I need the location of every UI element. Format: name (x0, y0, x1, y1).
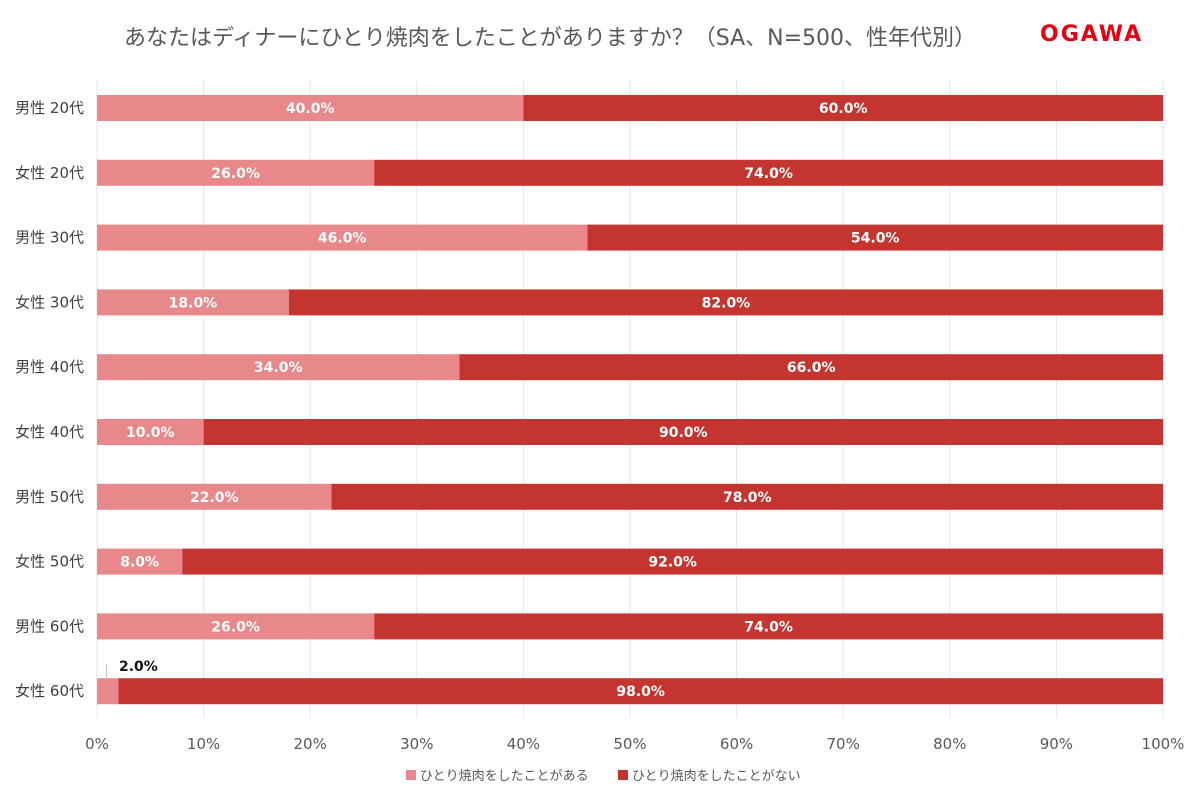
legend-label: ひとり焼肉をしたことがある (420, 769, 589, 784)
data-label: 10.0% (126, 425, 175, 441)
bar-segment (97, 548, 183, 575)
legend-label: ひとり焼肉をしたことがない (632, 769, 801, 784)
data-label: 54.0% (851, 231, 900, 247)
bar-segment (97, 678, 119, 705)
data-label: 22.0% (190, 490, 239, 506)
data-label: 34.0% (254, 360, 303, 376)
category-label: 女性 60代 (15, 682, 84, 700)
bar-segment (97, 483, 332, 510)
data-label: 66.0% (787, 360, 836, 376)
legend-swatch (618, 770, 628, 780)
bar-segment (97, 224, 588, 251)
bar-segment (523, 95, 1163, 121)
bar-segment (288, 289, 1163, 316)
data-label: 82.0% (702, 295, 751, 311)
category-label: 男性 30代 (15, 229, 84, 247)
x-tick-label: 20% (294, 735, 327, 753)
legend-swatch (406, 770, 416, 780)
data-label: 40.0% (286, 101, 335, 117)
x-tick-label: 40% (507, 735, 540, 753)
category-label: 男性 20代 (15, 99, 84, 117)
data-label: 90.0% (659, 425, 708, 441)
data-label: 74.0% (744, 619, 793, 635)
category-label: 女性 20代 (15, 164, 84, 182)
category-label: 女性 30代 (15, 293, 84, 311)
data-label: 46.0% (318, 231, 367, 247)
data-label: 18.0% (169, 295, 218, 311)
x-tick-label: 70% (827, 735, 860, 753)
bar-segment (97, 289, 289, 316)
category-label: 女性 40代 (15, 423, 84, 441)
data-label: 60.0% (819, 101, 868, 117)
x-tick-label: 50% (613, 735, 646, 753)
chart-title: あなたはディナーにひとり焼肉をしたことがありますか？（SA、N=500、性年代別… (123, 26, 977, 51)
bar-segment (97, 95, 524, 121)
category-label: 女性 50代 (15, 553, 84, 571)
data-label: 8.0% (120, 555, 159, 571)
data-label: 74.0% (744, 166, 793, 182)
data-label: 2.0% (119, 659, 158, 675)
bar-segment (459, 354, 1163, 381)
bar-segment (182, 548, 1163, 575)
bar-segment (374, 613, 1163, 640)
data-label: 26.0% (211, 619, 260, 635)
category-label: 男性 60代 (15, 617, 84, 635)
bar-segment (97, 613, 375, 640)
data-label: 26.0% (211, 166, 260, 182)
x-tick-label: 60% (720, 735, 753, 753)
x-tick-label: 80% (933, 735, 966, 753)
x-tick-label: 10% (187, 735, 220, 753)
data-label: 92.0% (648, 555, 697, 571)
bar-segment (203, 419, 1164, 445)
bar-segment (331, 483, 1163, 510)
bar-segment (374, 159, 1163, 186)
bar-segment (97, 159, 375, 186)
ogawa-logo: OGAWA (1040, 22, 1144, 47)
x-tick-label: 90% (1040, 735, 1073, 753)
bar-segment (118, 678, 1164, 705)
bar-segment (587, 224, 1163, 251)
data-label: 78.0% (723, 490, 772, 506)
x-tick-label: 30% (400, 735, 433, 753)
x-tick-label: 100% (1142, 735, 1185, 753)
data-label: 98.0% (616, 684, 665, 700)
category-label: 男性 40代 (15, 358, 84, 376)
x-tick-label: 0% (85, 735, 109, 753)
bar-segment (97, 354, 460, 381)
bar-segment (97, 419, 204, 445)
category-label: 男性 50代 (15, 488, 84, 506)
